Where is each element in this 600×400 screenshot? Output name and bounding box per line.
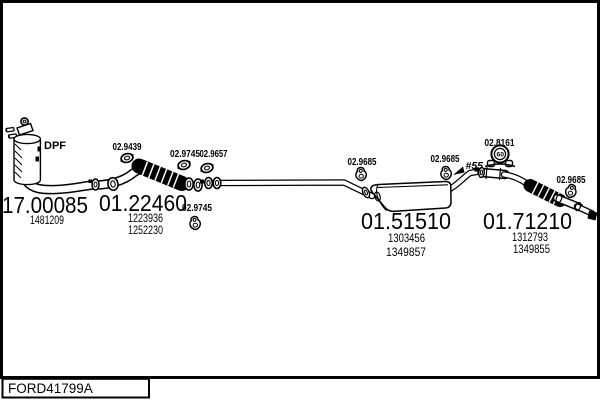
flex-flange-ring-1 <box>184 177 194 191</box>
part-number-01-71210: 01.71210 <box>483 208 572 234</box>
dpf-bracket-tab-2 <box>35 156 39 162</box>
front-flex-pipe <box>131 158 190 191</box>
mount-size-label: 60 <box>497 152 505 159</box>
hanger-02-9685-rear-icon <box>564 183 577 199</box>
hanger-02-9745-icon <box>189 215 202 231</box>
sleeve-bolt-icon <box>474 167 479 172</box>
front-flange-ring <box>91 178 100 191</box>
sleeve-clamp-marks <box>485 166 502 181</box>
dpf-sensor-stud-1 <box>5 126 15 133</box>
dpf-hook-ring-icon <box>20 117 29 126</box>
pipe-start-ring-2 <box>212 176 222 190</box>
front-flange-bolt <box>88 179 92 183</box>
fitting-number-02-9657: 02.9657 <box>200 149 228 160</box>
oe-number-1349857: 1349857 <box>386 247 426 259</box>
hanger-02-9685-right-icon <box>440 165 453 181</box>
front-pipe-core <box>95 163 147 189</box>
part-number-01-51510: 01.51510 <box>361 208 451 234</box>
fitting-number-02-9685-rear: 02.9685 <box>557 175 586 186</box>
rear-sleeve-ring-1 <box>555 193 563 204</box>
joint-note-label: #55 <box>466 160 484 172</box>
catalog-code: FORD41799A <box>8 381 93 396</box>
code-box <box>1 377 150 399</box>
silencer-inlet-ring <box>374 191 381 202</box>
fitting-number-02-9685-left: 02.9685 <box>348 157 377 168</box>
oe-number-1481209: 1481209 <box>30 215 64 227</box>
dpf-bracket-tab-1 <box>37 146 41 152</box>
tailpipe-end-cap <box>587 210 598 221</box>
front-pipe-fittings <box>107 152 222 231</box>
rear-fittings: 60 <box>453 144 582 212</box>
pipe-start-ring-1 <box>203 176 214 190</box>
gasket-02-9439-icon <box>120 152 134 164</box>
front-flex-corrugations <box>141 161 180 188</box>
part-number-01-22460: 01.22460 <box>99 190 187 216</box>
centre-silencer-body <box>370 180 452 213</box>
centre-silencer-assembly <box>361 180 452 213</box>
sleeve-left-ring <box>477 166 486 179</box>
fitting-number-02-8161: 02.8161 <box>485 138 515 149</box>
fitting-number-02-9745-flex: 02.9745 <box>170 149 200 160</box>
dpf-label: DPF <box>44 140 66 152</box>
fitting-number-02-9685-right: 02.9685 <box>431 154 460 165</box>
oe-number-1349855: 1349855 <box>513 244 550 256</box>
silencer-inlet-gasket <box>361 186 371 199</box>
silencer-left-face-edge <box>375 184 387 212</box>
part-number-17-00085: 17.00085 <box>2 192 88 218</box>
dpf-canister-top <box>13 133 42 145</box>
pipe-clamp-ring-icon <box>107 176 119 192</box>
oe-number-1312793: 1312793 <box>512 232 548 244</box>
fitting-number-02-9745-hanger: 02.9745 <box>182 203 212 214</box>
gasket-02-9657-icon <box>200 162 214 174</box>
dpf-outlet-pipe-core <box>23 178 100 193</box>
oe-number-1303456: 1303456 <box>388 233 425 245</box>
hanger-02-9685-left-icon <box>355 166 368 182</box>
dpf-canister <box>13 139 42 186</box>
mount-02-8161-icon: 60 <box>484 144 516 168</box>
oe-number-1223936: 1223936 <box>128 213 163 225</box>
fitting-number-02-9439: 02.9439 <box>113 142 142 153</box>
rear-sleeve-ring-2 <box>574 201 582 212</box>
flange-bolt-icon <box>200 179 204 184</box>
dpf-assembly <box>5 117 100 191</box>
silencer-top-edge <box>377 184 449 189</box>
joint-arrow-icon <box>453 166 465 175</box>
oe-number-1252230: 1252230 <box>128 225 163 237</box>
gasket-02-9745-icon <box>177 159 191 171</box>
dpf-hook-ring-hole <box>22 119 27 124</box>
hanger-icons <box>355 165 577 199</box>
dpf-canister-hatching <box>14 143 23 179</box>
